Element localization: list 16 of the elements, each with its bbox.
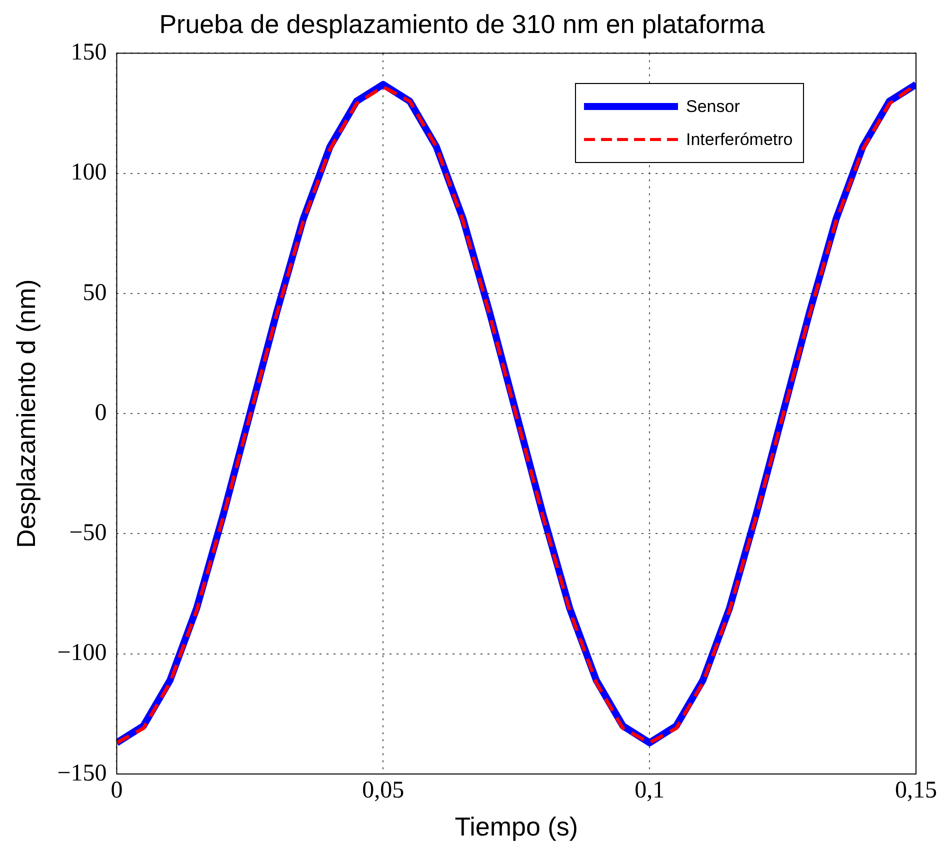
- y-tick-label: 150: [70, 39, 107, 66]
- legend-label: Interferómetro: [686, 130, 793, 150]
- y-tick-label: 0: [94, 400, 107, 426]
- chart-title: Prueba de desplazamiento de 310 nm en plataforma: [159, 8, 766, 39]
- x-tick-label: 0,05: [362, 778, 404, 804]
- y-tick-label: −50: [69, 520, 107, 546]
- x-tick-label: 0,15: [895, 778, 937, 804]
- x-tick-label: 0,1: [634, 778, 665, 804]
- legend-label: Sensor: [686, 96, 740, 117]
- x-axis-title: Tiempo (s): [454, 812, 578, 842]
- x-tick-label: 0: [110, 778, 123, 804]
- y-axis-title: Desplazamiento d (nm): [10, 279, 41, 548]
- y-tick-label: −150: [57, 760, 107, 786]
- y-tick-label: −100: [57, 640, 107, 666]
- y-tick-label: 100: [70, 160, 107, 186]
- y-tick-label: 50: [82, 280, 107, 306]
